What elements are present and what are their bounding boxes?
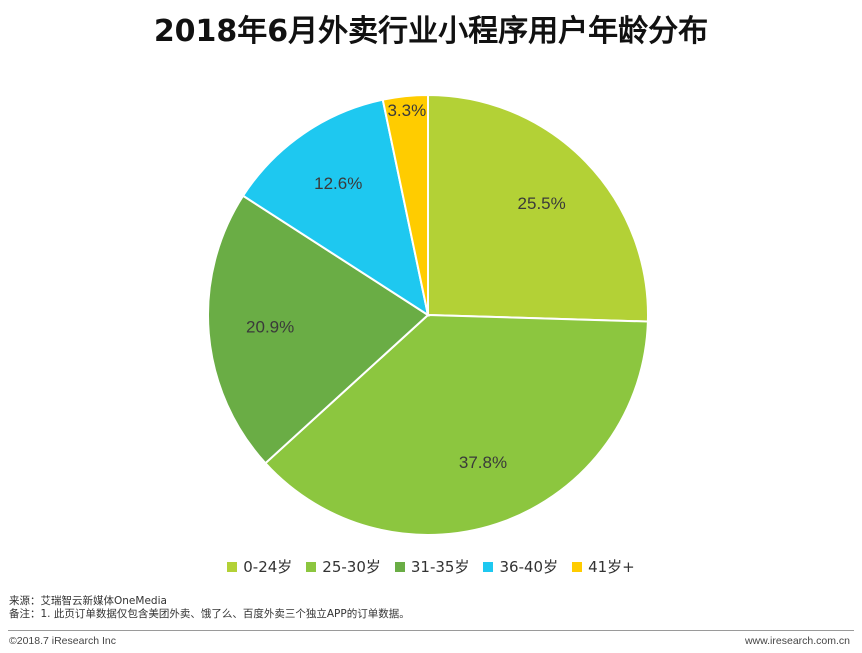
legend-label-2: 31-35岁 bbox=[410, 558, 470, 576]
legend-item-4: 41岁+ bbox=[572, 556, 635, 577]
chart-legend: 0-24岁 25-30岁 31-35岁 36-40岁 41岁+ bbox=[0, 556, 862, 577]
slice-label-36-40: 12.6% bbox=[314, 174, 362, 193]
slice-label-41-plus: 3.3% bbox=[387, 101, 426, 120]
legend-label-3: 36-40岁 bbox=[499, 558, 559, 576]
website-link[interactable]: www.iresearch.com.cn bbox=[744, 635, 850, 647]
chart-notes: 来源：艾瑞智云新媒体OneMedia 备注：1. 此页订单数据仅包含美团外卖、饿… bbox=[9, 595, 410, 621]
legend-item-3: 36-40岁 bbox=[483, 556, 558, 577]
pie-slice-25-30 bbox=[263, 313, 649, 536]
pie-slice-36-40 bbox=[241, 98, 430, 318]
slice-label-25-30: 37.8% bbox=[459, 453, 507, 472]
legend-item-2: 31-35岁 bbox=[394, 556, 470, 577]
legend-label-4: 41岁+ bbox=[588, 558, 635, 576]
legend-swatch-4 bbox=[572, 561, 583, 572]
legend-label-0: 0-24岁 bbox=[243, 558, 293, 576]
legend-label-1: 25-30岁 bbox=[322, 558, 381, 576]
footer-divider bbox=[8, 630, 854, 631]
pie-chart: 25.5% 37.8% 20.9% 12.6% 3.3% bbox=[207, 93, 649, 536]
remark-note: 备注：1. 此页订单数据仅包含美团外卖、饿了么、百度外卖三个独立APP的订单数据… bbox=[9, 608, 410, 620]
chart-title: 2018年6月外卖行业小程序用户年龄分布 bbox=[153, 14, 709, 49]
pie-slice-41-plus bbox=[381, 93, 429, 316]
pie-slice-0-24 bbox=[427, 93, 649, 323]
legend-swatch-0 bbox=[227, 561, 238, 572]
slice-label-0-24: 25.5% bbox=[518, 194, 566, 213]
legend-item-0: 0-24岁 bbox=[227, 556, 292, 577]
source-note: 来源：艾瑞智云新媒体OneMedia bbox=[9, 595, 167, 607]
pie-slice-31-35 bbox=[207, 194, 430, 465]
legend-swatch-2 bbox=[394, 561, 405, 572]
slice-label-31-35: 20.9% bbox=[246, 318, 294, 337]
legend-swatch-3 bbox=[483, 561, 494, 572]
copyright-text: ©2018.7 iResearch Inc bbox=[9, 635, 116, 647]
legend-swatch-1 bbox=[306, 561, 317, 572]
legend-item-1: 25-30岁 bbox=[306, 556, 381, 577]
